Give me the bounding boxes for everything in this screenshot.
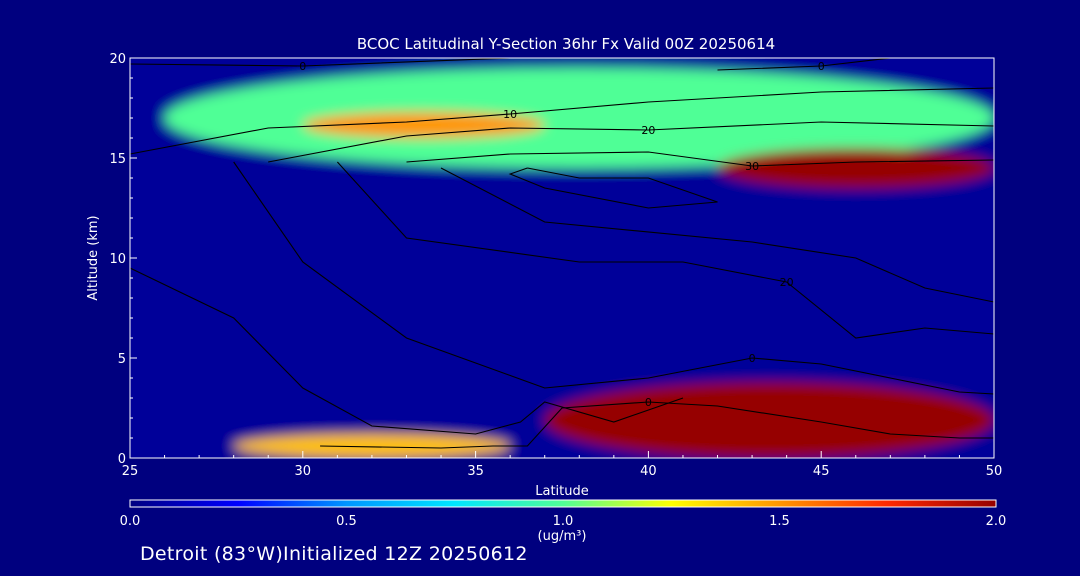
colorbar-unit: (ug/m³) [538,529,587,544]
contour-line [233,161,994,395]
contour-line [130,58,511,67]
y-axis-label: Altitude (km) [86,215,101,300]
contour-label: 0 [749,352,756,365]
y-axis-ticks: 0 5 10 15 20 [109,52,137,467]
shaded-feature [233,434,511,458]
contour-label: 10 [503,108,517,121]
y-tick-label: 5 [118,352,126,367]
footer-location-init: Detroit (83°W)Initialized 12Z 20250612 [140,543,528,565]
chart-title: BCOC Latitudinal Y-Section 36hr Fx Valid… [357,35,775,53]
y-tick-label: 15 [109,152,126,167]
x-tick-label: 35 [467,464,484,479]
x-axis-label: Latitude [535,484,589,499]
x-tick-label: 50 [986,464,1003,479]
contour-line [406,151,994,167]
contour-label: 20 [780,276,794,289]
colorbar-tick-label: 0.0 [120,514,141,529]
shaded-feature [544,382,994,458]
colorbar [129,499,997,508]
x-axis-ticks: 25 30 35 40 45 50 [122,451,1003,479]
contour-line [717,58,891,71]
contour-line [440,167,994,303]
colorbar-tick-label: 2.0 [986,514,1007,529]
colorbar-ticks: 0.0 0.5 1.0 1.5 2.0 [120,514,1007,529]
x-tick-label: 40 [640,464,657,479]
contour-label: 0 [299,60,306,73]
contour-line [130,267,684,435]
contour-label: 20 [641,124,655,137]
shaded-feature [717,148,994,188]
contour-line [268,121,994,163]
contour-line [320,401,994,449]
shaded-feature [302,112,545,138]
colorbar-tick-label: 1.0 [553,514,574,529]
contour-label: 30 [745,160,759,173]
x-tick-label: 25 [122,464,139,479]
contour-lines: 0 0 0 10 20 30 20 0 [130,58,994,449]
x-tick-label: 45 [813,464,830,479]
x-tick-label: 30 [295,464,312,479]
contour-label: 0 [818,60,825,73]
colorbar-tick-label: 1.5 [769,514,790,529]
colorbar-tick-label: 0.5 [336,514,357,529]
plot-area: 0 0 0 10 20 30 20 0 [130,58,994,458]
y-tick-label: 10 [109,252,126,267]
contour-label: 0 [645,396,652,409]
concentration-shading [130,58,994,458]
contour-line [508,167,718,209]
y-tick-label: 20 [109,52,126,67]
contour-line [336,161,994,339]
contour-line [130,87,994,155]
y-tick-label: 0 [118,452,126,467]
